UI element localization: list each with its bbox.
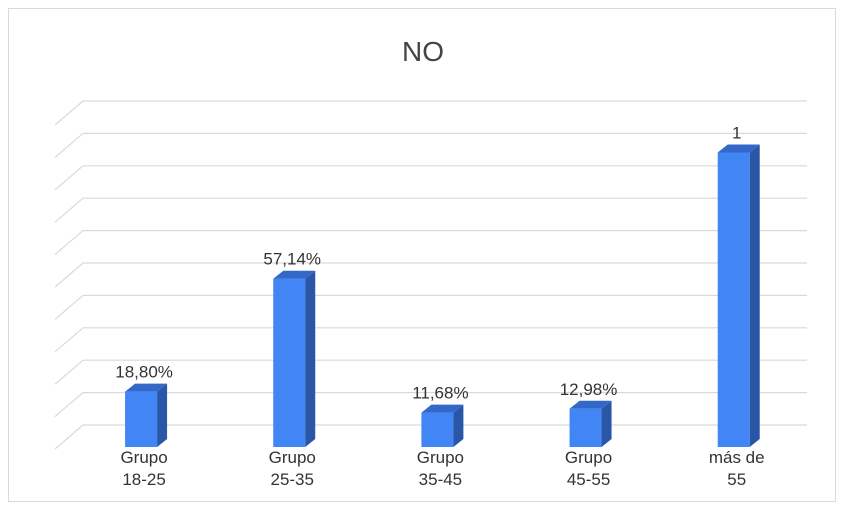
bar-front — [421, 413, 453, 447]
bar-front — [273, 279, 305, 447]
bar — [421, 405, 463, 447]
bar — [718, 144, 760, 447]
bar — [125, 384, 167, 447]
gridline-diagonal — [55, 425, 83, 449]
gridline-diagonal — [55, 263, 83, 287]
x-tick-label: más de 55 — [709, 448, 765, 489]
bar-front — [125, 392, 157, 447]
gridline-diagonal — [55, 295, 83, 319]
chart-frame: NO 18,80% 57,14% 11,68% 12,98% 1 Grupo 18-25 G… — [8, 8, 836, 502]
bar-side — [602, 401, 612, 447]
gridline-diagonal — [55, 231, 83, 255]
gridline-diagonal — [55, 198, 83, 222]
data-label: 11,68% — [412, 384, 468, 403]
x-axis-tick-labels: Grupo 18-25 Grupo 25-35 Grupo 35-45 Grupo 45-55… — [120, 448, 764, 489]
gridline-diagonal — [55, 328, 83, 352]
x-tick-label: Grupo 35-45 — [417, 448, 464, 489]
data-label: 12,98% — [560, 380, 618, 399]
gridline-diagonal — [55, 360, 83, 384]
gridline-diagonal — [55, 133, 83, 157]
bar-side — [750, 144, 760, 447]
bar — [570, 401, 612, 447]
x-tick-label: Grupo 25-35 — [269, 448, 316, 489]
bar-side — [305, 271, 315, 447]
gridline-diagonal — [55, 101, 83, 125]
chart-title: NO — [402, 36, 444, 67]
data-label: 18,80% — [115, 363, 173, 382]
bar-chart: NO 18,80%57,14%11,68% 12,98%1 Grupo 18-25G… — [9, 9, 837, 503]
data-label: 1 — [732, 123, 741, 142]
bar-front — [718, 152, 750, 447]
data-label: 57,14% — [263, 250, 321, 269]
bar-front — [570, 409, 602, 447]
gridline-diagonal — [55, 393, 83, 417]
x-tick-label: Grupo 18-25 — [120, 448, 167, 489]
gridline-diagonal — [55, 166, 83, 190]
bar — [273, 271, 315, 447]
bar-side — [157, 384, 167, 447]
x-tick-label: Grupo 45-55 — [565, 448, 612, 489]
